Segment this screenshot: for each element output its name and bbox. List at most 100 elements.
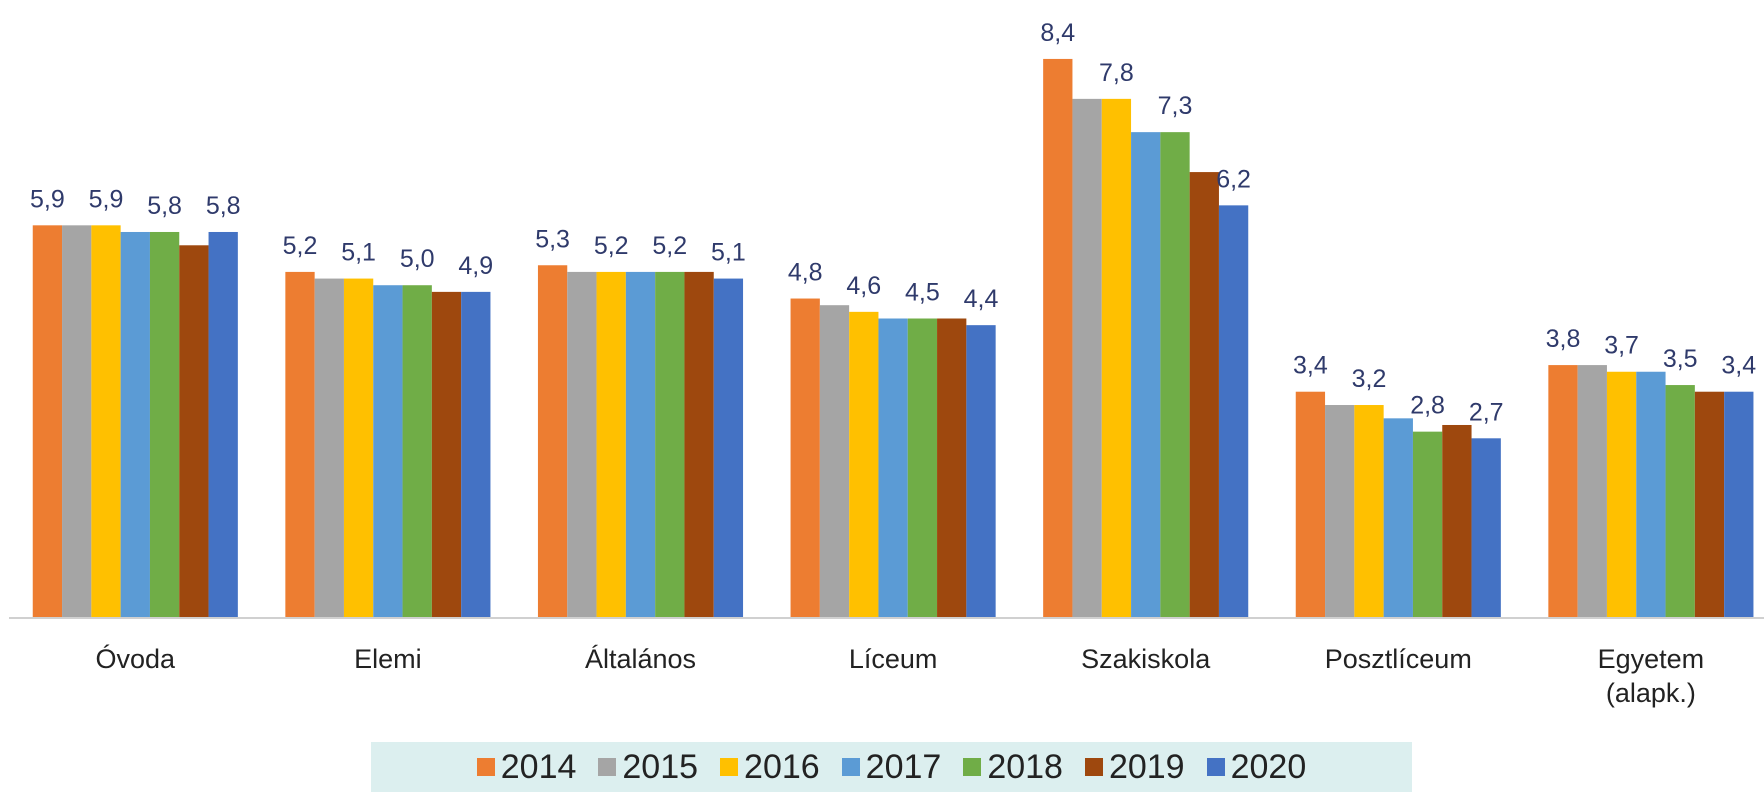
bar <box>91 225 121 619</box>
bar <box>1724 391 1754 618</box>
bar <box>907 318 938 618</box>
legend-swatch <box>476 758 495 776</box>
data-label: 3,2 <box>1352 365 1387 393</box>
bar <box>1636 371 1666 618</box>
bar <box>966 325 996 618</box>
bar <box>1131 132 1161 618</box>
data-label: 7,3 <box>1158 92 1193 120</box>
bar <box>373 285 403 618</box>
legend-swatch <box>841 758 860 776</box>
bar <box>1665 385 1695 618</box>
data-label: 5,8 <box>206 192 241 220</box>
legend-swatch <box>963 758 982 776</box>
bar <box>713 278 744 618</box>
data-label: 5,1 <box>711 239 746 267</box>
bar <box>1606 371 1637 618</box>
legend-swatch <box>720 758 739 776</box>
data-label: 8,4 <box>1040 19 1075 47</box>
bar <box>1694 391 1725 618</box>
data-label: 4,4 <box>964 285 999 313</box>
bar <box>1548 365 1578 618</box>
bar <box>537 265 568 618</box>
data-label: 5,2 <box>283 232 318 260</box>
bar <box>179 245 209 619</box>
legend: 2014 2015 2016 2017 2018 2019 2020 <box>371 742 1412 792</box>
legend-label: 2020 <box>1230 747 1307 786</box>
data-label: 4,9 <box>458 252 493 280</box>
bar <box>32 225 63 619</box>
x-tick-label-box: Egyetem (alapk.) <box>1586 642 1716 710</box>
bar <box>120 231 150 618</box>
data-label: 2,7 <box>1469 398 1504 426</box>
bar <box>1383 418 1413 618</box>
data-label: 3,8 <box>1546 325 1581 353</box>
bar <box>1471 438 1501 618</box>
data-label: 3,7 <box>1604 332 1639 360</box>
bar <box>314 278 344 618</box>
data-label: 5,9 <box>89 185 124 213</box>
legend-swatch <box>1206 758 1225 776</box>
x-tick-label-box: Líceum <box>828 642 958 676</box>
data-label: 4,8 <box>788 259 823 287</box>
bar <box>819 305 850 618</box>
legend-label: 2014 <box>500 747 577 786</box>
bar <box>285 271 315 618</box>
legend-item: 2020 <box>1206 747 1307 787</box>
legend-label: 2017 <box>865 747 942 786</box>
legend-label: 2019 <box>1108 747 1185 786</box>
bar <box>790 298 820 618</box>
bar <box>1101 98 1132 618</box>
bar <box>431 291 462 618</box>
bar <box>1412 431 1443 618</box>
legend-item: 2014 <box>476 747 577 787</box>
x-tick-label-box: Általános <box>576 642 706 676</box>
data-label: 3,4 <box>1721 352 1756 380</box>
legend-label: 2018 <box>987 747 1063 786</box>
x-tick-label-box: Elemi <box>323 642 453 676</box>
bar <box>625 271 656 618</box>
bar <box>596 271 626 618</box>
bar <box>684 271 714 618</box>
x-tick-label: Szakiskola <box>1081 644 1211 674</box>
bar <box>1325 405 1355 618</box>
bar <box>878 318 908 618</box>
data-label: 5,2 <box>594 232 629 260</box>
legend-item: 2015 <box>598 748 698 787</box>
x-tick-label: Líceum <box>848 644 938 674</box>
bar <box>1160 132 1190 618</box>
x-tick-label-box: Posztlíceum <box>1325 642 1472 676</box>
x-tick-label-box: Szakiskola <box>1081 642 1211 676</box>
legend-label: 2015 <box>622 747 699 786</box>
bar <box>402 285 432 618</box>
legend-swatch <box>598 758 617 776</box>
data-label: 5,9 <box>30 185 65 213</box>
bar <box>343 278 374 618</box>
legend-item: 2016 <box>720 748 820 787</box>
legend-item: 2018 <box>963 748 1063 787</box>
data-label: 4,6 <box>846 272 881 300</box>
x-tick-label: Elemi <box>354 644 422 674</box>
bar <box>1218 205 1249 618</box>
legend-label: 2016 <box>744 747 820 786</box>
bar <box>149 231 180 618</box>
bar <box>655 271 685 618</box>
bar <box>1577 365 1607 618</box>
data-label: 7,8 <box>1099 59 1134 87</box>
data-label: 5,8 <box>147 192 182 220</box>
data-label: 3,5 <box>1663 345 1698 373</box>
bar <box>208 231 238 618</box>
bar <box>1354 405 1384 618</box>
bar <box>849 311 879 618</box>
data-label: 5,1 <box>341 239 376 267</box>
bar <box>62 225 92 619</box>
data-label: 5,0 <box>400 245 435 273</box>
data-label: 4,5 <box>905 279 940 307</box>
bar <box>1072 98 1102 618</box>
bar <box>1295 391 1326 618</box>
x-tick-label: Egyetem (alapk.) <box>1597 644 1705 708</box>
bar <box>461 291 491 618</box>
bar <box>567 271 597 618</box>
x-tick-label: Posztlíceum <box>1324 644 1472 674</box>
